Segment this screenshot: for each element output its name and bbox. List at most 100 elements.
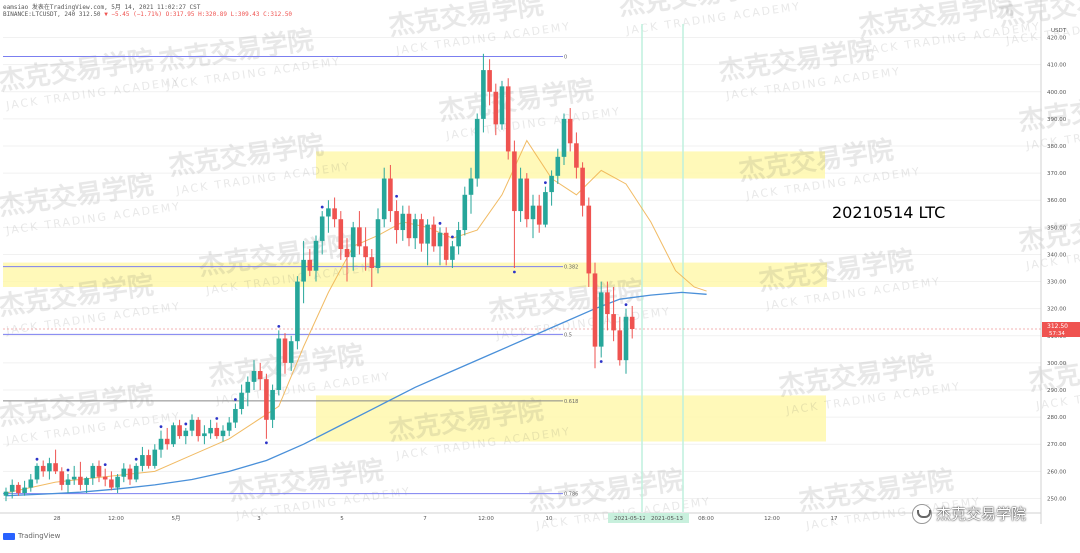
candle-body: [406, 213, 412, 239]
price-tick-label: 270.00: [1047, 442, 1067, 448]
candle-body: [580, 167, 585, 206]
candle-body: [326, 208, 331, 217]
last-price-countdown: 57:34: [1049, 331, 1065, 337]
candle: [233, 403, 238, 428]
candle-body: [388, 178, 393, 212]
candle: [195, 417, 201, 442]
candle-body: [40, 465, 46, 472]
time-tick-label: 12:00: [764, 516, 780, 522]
fib-level-label: 0.5: [564, 332, 572, 338]
candle-body: [493, 91, 499, 125]
candle-body: [598, 292, 604, 347]
candle: [319, 211, 325, 255]
candle-body: [443, 232, 449, 260]
candle-body: [450, 246, 455, 260]
candle-body: [115, 476, 120, 488]
candle: [543, 186, 548, 228]
candle-body: [53, 463, 58, 472]
candle-body: [462, 194, 468, 231]
tradingview-label: TradingView: [18, 532, 61, 540]
candle-body: [121, 468, 127, 477]
candle-body: [96, 465, 102, 477]
candle-body: [78, 476, 83, 485]
tradingview-logo[interactable]: TradingView: [3, 532, 60, 540]
chart-annotation: 20210514 LTC: [832, 203, 946, 222]
candle: [499, 80, 505, 130]
candle: [450, 240, 455, 268]
signal-dot: [451, 235, 454, 239]
candle: [437, 227, 443, 266]
candle-body: [233, 408, 238, 423]
candle-body: [629, 316, 635, 329]
signal-dot: [395, 194, 398, 198]
candle: [301, 240, 306, 304]
candle-body: [22, 487, 27, 494]
candle: [282, 333, 288, 374]
time-tick-highlight: [608, 513, 652, 523]
candle-body: [530, 205, 536, 220]
candle: [350, 221, 356, 271]
candle: [295, 276, 300, 350]
price-tick-label: 370.00: [1047, 171, 1067, 177]
time-tick-highlight: [645, 513, 689, 523]
candle-body: [84, 478, 89, 485]
last-price-tag-value: 312.50: [1047, 323, 1068, 330]
candle: [536, 194, 542, 233]
candle-body: [499, 86, 505, 125]
ohlc-label: O:317.95 H:320.89 L:309.43 C:312.50: [165, 11, 293, 18]
candle-body: [102, 476, 108, 480]
candle-body: [431, 224, 437, 247]
candle: [133, 463, 139, 483]
candle: [357, 211, 362, 255]
candle: [171, 422, 176, 447]
candle-body: [363, 246, 368, 258]
candle-body: [208, 427, 213, 434]
price-tick-label: 330.00: [1047, 280, 1067, 286]
candle: [59, 467, 65, 491]
candle: [344, 238, 350, 282]
candle-body: [487, 70, 492, 92]
candle-body: [567, 118, 573, 144]
candle: [9, 479, 15, 499]
price-tick-label: 300.00: [1047, 361, 1067, 367]
currency-label: USDT: [1051, 28, 1067, 34]
price-tick-label: 340.00: [1047, 252, 1067, 258]
candle-body: [555, 156, 561, 176]
signal-dot: [103, 463, 107, 467]
candle: [78, 461, 83, 491]
candle: [115, 474, 120, 494]
candle-body: [400, 213, 406, 231]
candle: [90, 463, 96, 485]
candle: [96, 460, 102, 483]
candle-body: [437, 232, 443, 247]
candle: [567, 108, 573, 152]
candle-body: [3, 491, 9, 496]
candle-body: [171, 425, 176, 445]
candle-body: [586, 205, 592, 274]
candle-body: [127, 468, 133, 480]
candle-body: [90, 465, 96, 479]
price-tick-label: 320.00: [1047, 307, 1067, 313]
tradingview-icon: [3, 532, 15, 540]
candle: [326, 200, 331, 233]
candle: [425, 219, 430, 266]
time-tick-label: 2021-05-13: [651, 516, 683, 522]
candle-body: [133, 465, 139, 480]
candle: [611, 286, 616, 342]
candle: [629, 305, 635, 339]
candle: [65, 474, 71, 494]
candle: [22, 480, 27, 496]
candle-body: [295, 281, 300, 342]
candle-body: [307, 259, 313, 271]
candle: [109, 471, 114, 491]
moving-average-slow: [5, 291, 707, 497]
price-tick-label: 400.00: [1047, 90, 1067, 96]
time-tick-label: 5月: [172, 515, 181, 522]
candle: [462, 186, 468, 236]
time-tick-label: 08:00: [698, 516, 714, 522]
candle-body: [468, 178, 474, 195]
candle: [555, 148, 561, 184]
candle: [474, 113, 480, 187]
